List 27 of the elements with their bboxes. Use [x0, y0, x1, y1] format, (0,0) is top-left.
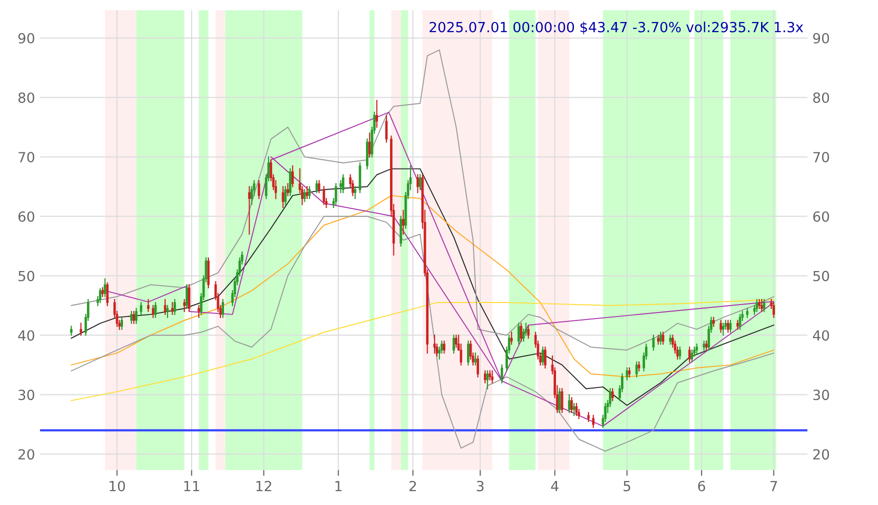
- y-tick-label: 90: [18, 33, 34, 44]
- x-tick-label: 4: [551, 481, 558, 492]
- x-tick-label: 7: [770, 481, 777, 492]
- x-tick-label: 3: [476, 480, 484, 492]
- y-tick-label: 40: [18, 330, 34, 341]
- x-tick-label: 5: [624, 481, 630, 492]
- y2-tick-label: 50: [813, 270, 830, 282]
- x-tick-label: 1: [335, 481, 342, 492]
- x-tick-label: 11: [184, 481, 200, 492]
- y-tick-label: 60: [18, 211, 34, 222]
- x-tick-label: 6: [698, 480, 706, 492]
- y2-tick-label: 80: [813, 92, 830, 103]
- y2-tick-label: 60: [813, 211, 830, 222]
- y-tick-label: 80: [18, 92, 34, 103]
- y-tick-label: 30: [18, 390, 34, 400]
- x-tick-label: 2: [409, 480, 416, 492]
- y-tick-label: 50: [18, 270, 34, 282]
- y2-tick-label: 30: [813, 390, 830, 400]
- text: 2025.07.01 00:00:00 $43.47 -3.70% vol:2935.7K 1.3x: [430, 22, 804, 34]
- y2-tick-label: 90: [813, 33, 830, 44]
- x-tick-label: 10: [110, 480, 125, 492]
- y2-tick-label: 70: [813, 152, 830, 162]
- x-tick-label: 12: [256, 480, 272, 492]
- y-tick-label: 20: [18, 449, 34, 460]
- y2-tick-label: 20: [813, 449, 830, 460]
- y-tick-label: 70: [18, 152, 34, 162]
- y2-tick-label: 40: [812, 330, 830, 341]
